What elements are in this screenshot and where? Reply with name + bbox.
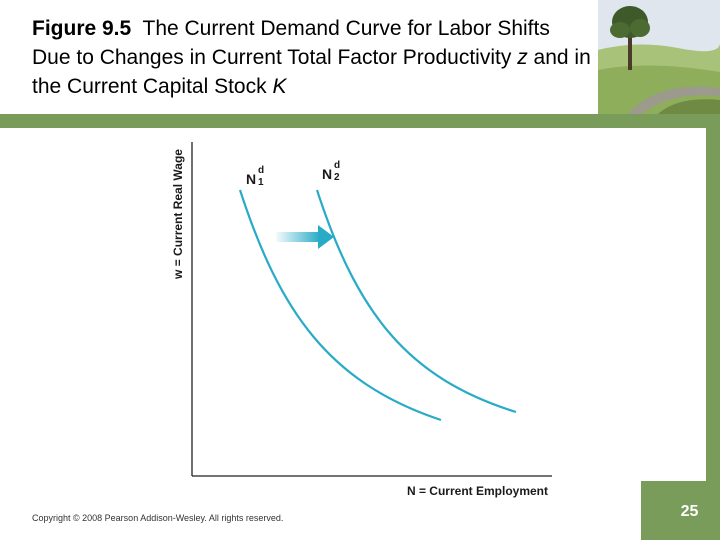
figure-label: Figure 9.5 [32, 17, 132, 40]
curve-2-letter: N [322, 166, 332, 182]
curve-2-superscript: d [334, 160, 340, 171]
demand-curve-2 [315, 189, 517, 414]
slide-title: Figure 9.5 The Current Demand Curve for … [32, 14, 592, 101]
y-axis-label: w = Current Real Wage [171, 149, 185, 280]
x-axis-label: N = Current Employment [407, 484, 548, 498]
curve-label-1: N d 1 [246, 165, 264, 188]
page-number: 25 [680, 502, 699, 520]
demand-curve-1 [238, 189, 442, 422]
curve-1-superscript: d [258, 165, 264, 176]
landscape-image [598, 0, 720, 114]
title-text-part1: The Current Demand Curve for Labor Shift… [32, 17, 550, 69]
curve-2-subscript: 2 [334, 172, 340, 183]
curve-1-letter: N [246, 171, 256, 187]
shift-arrow [276, 225, 334, 249]
page-number-box: 25 [641, 481, 720, 540]
curve-1-subscript: 1 [258, 177, 264, 188]
header-divider-bar [0, 114, 720, 128]
landscape-photo [598, 0, 720, 114]
title-text-part2: and in the Current Capital Stock [32, 46, 591, 98]
copyright-notice: Copyright © 2008 Pearson Addison-Wesley.… [32, 513, 284, 523]
right-edge-bar [706, 128, 720, 481]
title-var-k: K [272, 75, 287, 98]
labor-demand-diagram: w = Current Real Wage N = Current Employ… [171, 142, 552, 498]
curve-label-2: N d 2 [322, 160, 340, 183]
title-var-z: z [517, 46, 528, 69]
